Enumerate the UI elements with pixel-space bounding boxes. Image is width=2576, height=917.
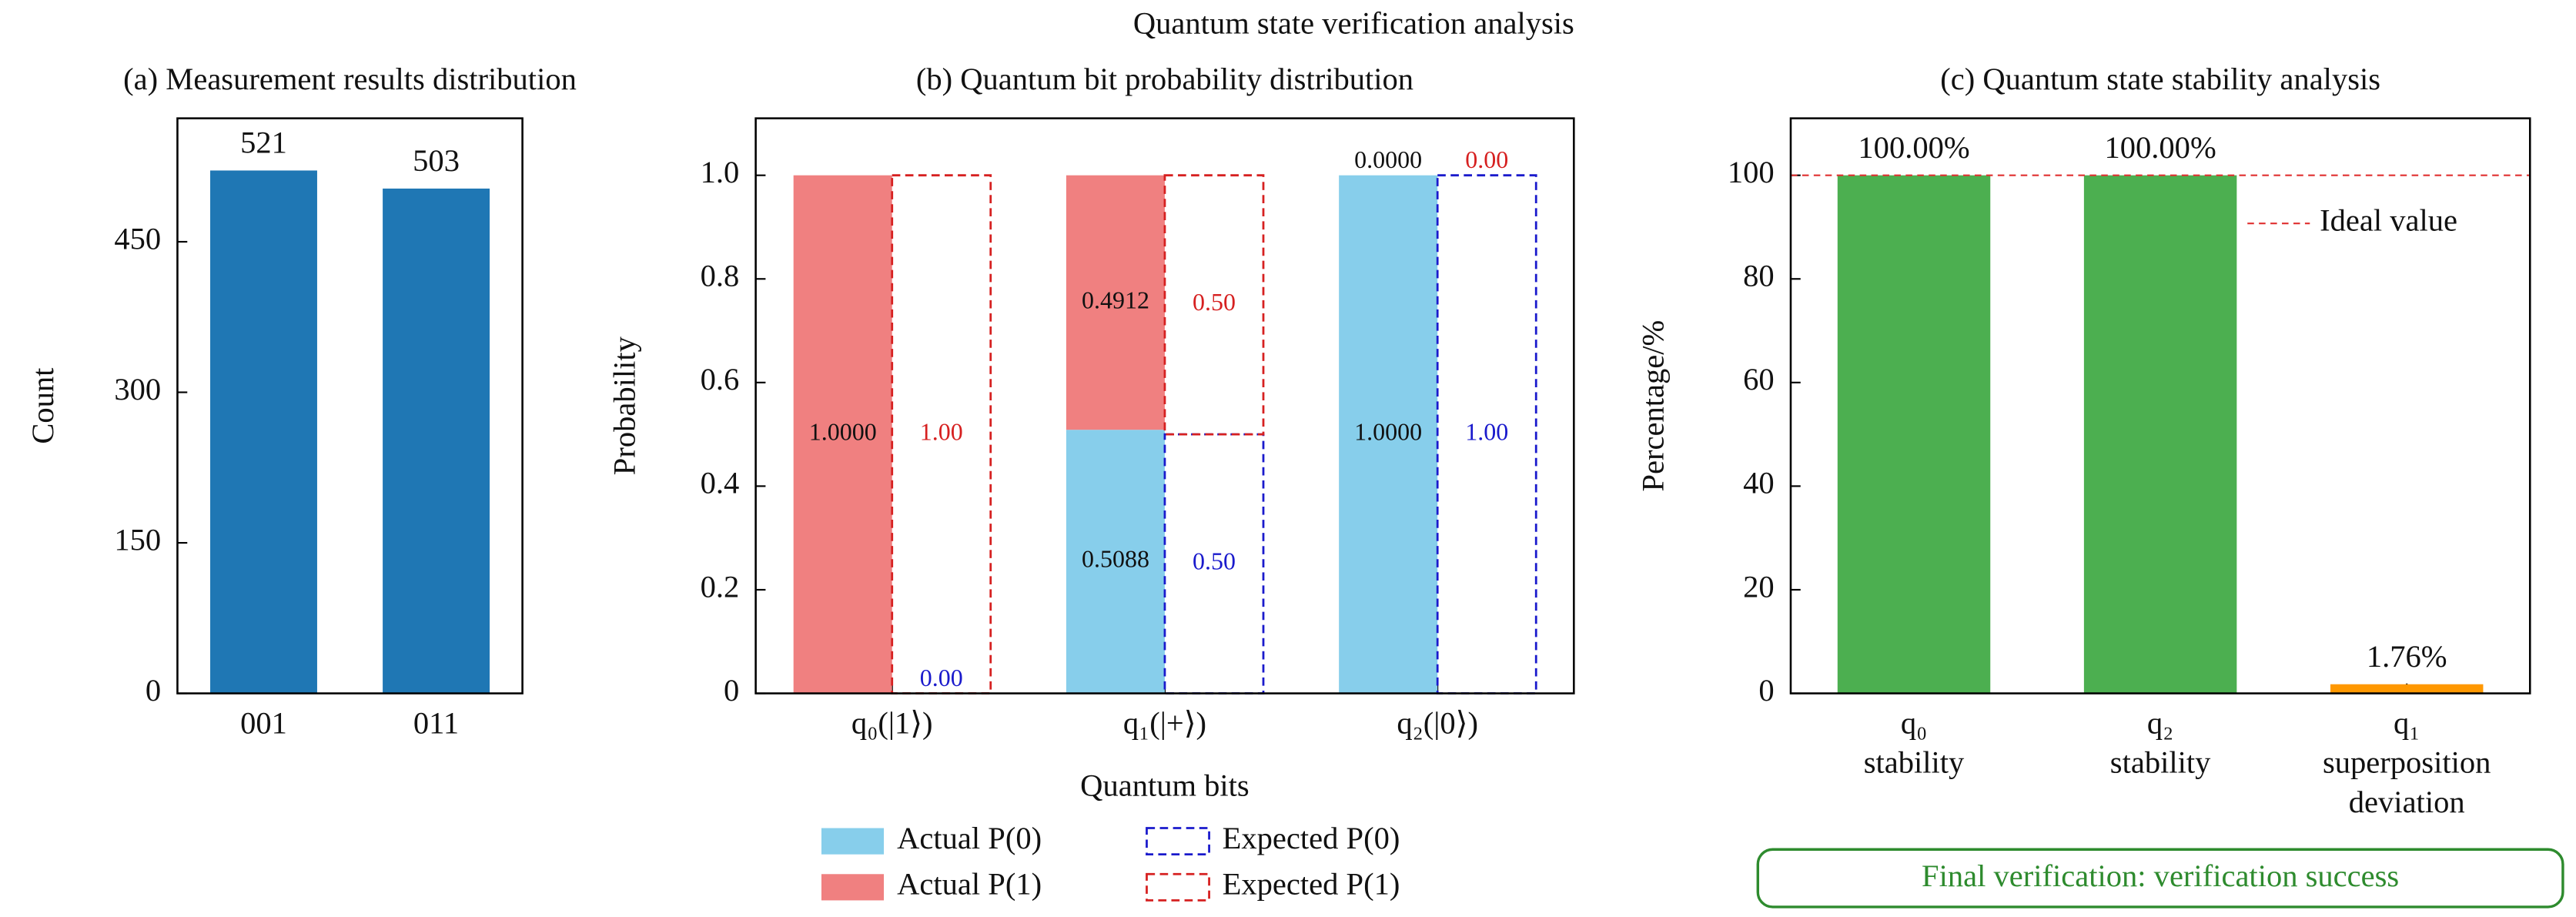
legend-label: Actual P(0) bbox=[897, 821, 1042, 855]
bar bbox=[2330, 684, 2484, 694]
bar-segment bbox=[1066, 430, 1165, 694]
axes-frame bbox=[1789, 117, 2531, 694]
x-tick-label: q₁ bbox=[2394, 706, 2420, 741]
legend-swatch bbox=[1146, 827, 1210, 856]
segment-label: 0.50 bbox=[1193, 288, 1236, 316]
y-tick-label: 100 bbox=[1728, 155, 1775, 189]
legend-swatch bbox=[821, 828, 885, 855]
axes-frame bbox=[176, 117, 524, 694]
segment-label: 0.0000 bbox=[1354, 146, 1422, 173]
chart-title: (c) Quantum state stability analysis bbox=[1940, 62, 2380, 96]
value-label: 503 bbox=[413, 143, 460, 178]
x-tick-label: q₀ bbox=[1901, 706, 1927, 741]
bar-segment bbox=[793, 175, 892, 694]
bar bbox=[210, 170, 317, 694]
x-tick-label: q₁(|+⟩) bbox=[1123, 706, 1206, 741]
y-tick-label: 150 bbox=[114, 522, 161, 557]
segment-label: 0.00 bbox=[1465, 146, 1508, 173]
y-tick-label: 0 bbox=[146, 673, 161, 708]
y-tick-label: 0 bbox=[1758, 673, 1774, 708]
segment-label: 0.4912 bbox=[1082, 286, 1149, 313]
legend-label: Expected P(0) bbox=[1223, 821, 1400, 855]
axes-frame bbox=[754, 117, 1575, 694]
segment-label: 0.5088 bbox=[1082, 545, 1149, 573]
y-axis-label: Count bbox=[25, 367, 60, 444]
segment-label: 0.50 bbox=[1193, 547, 1236, 575]
segment-label: 0.00 bbox=[920, 664, 963, 691]
bar-segment bbox=[1436, 174, 1537, 694]
legend-swatch bbox=[1146, 872, 1210, 902]
y-tick-label: 0.6 bbox=[701, 362, 740, 397]
legend-label: Actual P(1) bbox=[897, 867, 1042, 902]
x-tick-label: stability bbox=[2110, 745, 2211, 780]
y-axis-label: Percentage/% bbox=[1635, 320, 1670, 492]
y-tick-label: 60 bbox=[1743, 362, 1775, 397]
bar-segment bbox=[1339, 175, 1438, 694]
bar bbox=[383, 188, 490, 694]
y-tick-label: 40 bbox=[1743, 466, 1775, 500]
y-tick-label: 80 bbox=[1743, 259, 1775, 293]
bar-segment bbox=[1163, 174, 1265, 436]
value-label: 100.00% bbox=[1858, 130, 1969, 165]
annotation: Final verification: verification success bbox=[1922, 858, 2399, 893]
segment-label: 1.00 bbox=[1465, 417, 1508, 445]
value-label: 100.00% bbox=[2104, 130, 2216, 165]
x-tick-label: superposition bbox=[2323, 745, 2491, 780]
legend-label: Expected P(1) bbox=[1223, 867, 1400, 902]
annotation-box bbox=[1756, 848, 2564, 909]
x-tick-label: q₀(|1⟩) bbox=[851, 706, 933, 741]
bar-segment bbox=[1163, 433, 1265, 694]
x-tick-label: stability bbox=[1864, 745, 1965, 780]
x-tick-label: q₂(|0⟩) bbox=[1397, 706, 1478, 741]
x-tick-label: 001 bbox=[240, 706, 287, 741]
x-axis-label: Quantum bits bbox=[1080, 768, 1250, 803]
bar-segment bbox=[891, 174, 992, 694]
y-tick-label: 20 bbox=[1743, 569, 1775, 604]
legend-label: Ideal value bbox=[2320, 203, 2457, 238]
value-label: 521 bbox=[240, 126, 287, 160]
bar bbox=[2083, 175, 2237, 694]
segment-label: 1.0000 bbox=[1354, 417, 1422, 445]
segment-label: 1.00 bbox=[920, 417, 963, 445]
y-tick-label: 0.2 bbox=[701, 569, 740, 604]
y-tick-label: 0.4 bbox=[701, 466, 740, 500]
y-tick-label: 450 bbox=[114, 221, 161, 256]
y-tick-label: 0.8 bbox=[701, 259, 740, 293]
y-tick-label: 0 bbox=[724, 673, 739, 708]
y-axis-label: Probability bbox=[607, 336, 641, 475]
value-label: 1.76% bbox=[2367, 639, 2447, 674]
bar bbox=[1837, 175, 1991, 694]
legend-swatch bbox=[821, 874, 885, 901]
x-tick-label: 011 bbox=[413, 706, 459, 741]
bar-segment bbox=[1066, 175, 1165, 430]
x-tick-label: q₂ bbox=[2147, 706, 2173, 741]
figure-title: Quantum state verification analysis bbox=[1133, 5, 1574, 40]
segment-label: 1.0000 bbox=[809, 417, 877, 445]
y-tick-label: 1.0 bbox=[701, 155, 740, 189]
chart-title: (b) Quantum bit probability distribution bbox=[916, 62, 1413, 96]
y-tick-label: 300 bbox=[114, 372, 161, 407]
x-tick-label: deviation bbox=[2349, 785, 2465, 819]
chart-title: (a) Measurement results distribution bbox=[123, 62, 577, 96]
